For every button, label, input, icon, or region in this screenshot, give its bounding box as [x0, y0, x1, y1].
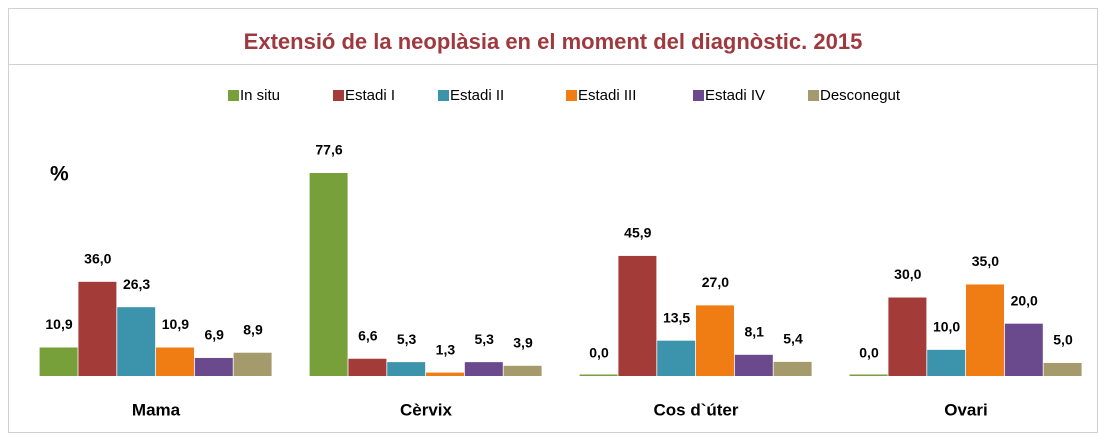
legend-swatch	[693, 90, 704, 101]
value-label: 3,9	[513, 335, 533, 351]
bar	[348, 358, 387, 376]
legend-label: Estadi III	[578, 87, 636, 104]
bar	[1004, 323, 1043, 376]
bar	[78, 281, 117, 376]
bar	[39, 347, 78, 376]
value-label: 20,0	[1011, 292, 1038, 308]
bar	[503, 365, 542, 376]
value-label: 0,0	[859, 345, 879, 361]
legend-swatch	[808, 90, 819, 101]
value-label: 10,9	[162, 316, 189, 332]
bar	[618, 255, 657, 376]
value-label: 8,9	[243, 321, 263, 337]
value-label: 1,3	[436, 341, 456, 357]
x-tick-label: Ovari	[944, 400, 987, 419]
bar	[387, 362, 426, 376]
value-label: 8,1	[744, 324, 764, 340]
bar	[849, 374, 888, 376]
value-label: 6,9	[204, 327, 224, 343]
value-label: 10,0	[933, 319, 960, 335]
x-tick-label: Cos d`úter	[654, 400, 739, 419]
chart-title: Extensió de la neoplàsia en el moment de…	[244, 29, 863, 54]
bar	[1043, 362, 1082, 376]
value-label: 6,6	[358, 327, 378, 343]
legend-swatch	[228, 90, 239, 101]
value-label: 45,9	[624, 225, 651, 241]
bar	[579, 374, 618, 376]
value-label: 5,0	[1053, 332, 1073, 348]
value-label: 5,4	[783, 331, 803, 347]
value-label: 77,6	[315, 142, 342, 158]
value-label: 36,0	[84, 251, 111, 267]
bar	[734, 354, 773, 376]
legend-swatch	[566, 90, 577, 101]
value-label: 26,3	[123, 276, 150, 292]
value-label: 27,0	[702, 274, 729, 290]
bar	[194, 357, 233, 376]
legend-swatch	[438, 90, 449, 101]
legend-label: In situ	[240, 87, 280, 104]
bar	[696, 305, 734, 376]
bar	[464, 362, 503, 376]
bar	[927, 349, 966, 376]
bar	[773, 361, 812, 376]
value-label: 5,3	[474, 331, 494, 347]
bar	[233, 352, 272, 376]
bar	[309, 172, 348, 376]
x-tick-label: Cèrvix	[400, 400, 453, 419]
x-tick-label: Mama	[132, 400, 181, 419]
bar	[888, 297, 927, 376]
bar	[966, 284, 1004, 376]
bar	[117, 307, 156, 376]
legend-label: Estadi IV	[705, 87, 765, 104]
value-label: 10,9	[45, 316, 72, 332]
legend-label: Estadi II	[450, 87, 504, 104]
value-label: 13,5	[663, 309, 690, 325]
y-axis-label: %	[50, 163, 69, 186]
bar	[426, 372, 464, 376]
value-label: 5,3	[397, 331, 417, 347]
legend-label: Estadi I	[345, 87, 395, 104]
legend-swatch	[333, 90, 344, 101]
value-label: 30,0	[894, 266, 921, 282]
bar	[156, 347, 194, 376]
value-label: 35,0	[972, 253, 999, 269]
value-label: 0,0	[589, 345, 609, 361]
legend-label: Desconegut	[820, 87, 901, 104]
bar	[657, 340, 696, 376]
